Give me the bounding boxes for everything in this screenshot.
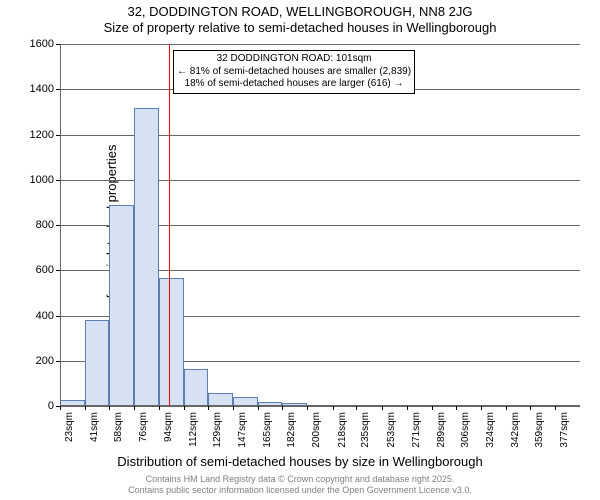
gridline	[60, 44, 580, 45]
x-tick-mark	[481, 406, 482, 410]
x-tick-mark	[282, 406, 283, 410]
chart-title: 32, DODDINGTON ROAD, WELLINGBOROUGH, NN8…	[0, 4, 600, 35]
x-tick-label: 235sqm	[360, 412, 371, 448]
y-tick-label: 200	[0, 355, 54, 367]
x-tick-label: 342sqm	[510, 412, 521, 448]
x-tick-label: 377sqm	[559, 412, 570, 448]
x-tick-label: 94sqm	[163, 412, 174, 442]
x-tick-mark	[233, 406, 234, 410]
x-tick-label: 23sqm	[64, 412, 75, 442]
annotation-line2: ← 81% of semi-detached houses are smalle…	[177, 66, 411, 79]
y-tick-label: 1400	[0, 83, 54, 95]
x-tick-mark	[356, 406, 357, 410]
y-tick-label: 1200	[0, 129, 54, 141]
chart-title-line1: 32, DODDINGTON ROAD, WELLINGBOROUGH, NN8…	[0, 4, 600, 20]
annotation-box: 32 DODDINGTON ROAD: 101sqm ← 81% of semi…	[173, 50, 415, 94]
x-tick-mark	[258, 406, 259, 410]
x-tick-label: 112sqm	[188, 412, 199, 447]
x-tick-mark	[555, 406, 556, 410]
x-tick-mark	[85, 406, 86, 410]
x-tick-label: 253sqm	[386, 412, 397, 448]
x-tick-label: 129sqm	[212, 412, 223, 448]
x-tick-label: 200sqm	[311, 412, 322, 448]
y-tick-label: 0	[0, 400, 54, 412]
x-tick-mark	[432, 406, 433, 410]
histogram-bar	[109, 205, 134, 406]
x-tick-mark	[456, 406, 457, 410]
histogram-bar	[184, 369, 208, 406]
histogram-bar	[85, 320, 109, 406]
x-tick-label: 271sqm	[411, 412, 422, 448]
y-tick-label: 1000	[0, 174, 54, 186]
x-tick-label: 218sqm	[337, 412, 348, 448]
x-tick-label: 76sqm	[138, 412, 149, 442]
footer-line1: Contains HM Land Registry data © Crown c…	[0, 474, 600, 485]
annotation-line3: 18% of semi-detached houses are larger (…	[177, 78, 411, 91]
x-tick-mark	[60, 406, 61, 410]
gridline	[60, 406, 580, 407]
footer-credits: Contains HM Land Registry data © Crown c…	[0, 474, 600, 496]
x-tick-mark	[407, 406, 408, 410]
footer-line2: Contains public sector information licen…	[0, 485, 600, 496]
x-tick-label: 41sqm	[89, 412, 100, 442]
x-axis-line	[60, 405, 580, 406]
chart-figure: 32, DODDINGTON ROAD, WELLINGBOROUGH, NN8…	[0, 0, 600, 500]
x-tick-label: 165sqm	[262, 412, 273, 448]
y-axis-line	[60, 44, 61, 406]
x-tick-label: 182sqm	[286, 412, 297, 448]
x-tick-mark	[530, 406, 531, 410]
x-tick-mark	[333, 406, 334, 410]
x-tick-label: 306sqm	[460, 412, 471, 448]
x-tick-mark	[506, 406, 507, 410]
x-tick-mark	[382, 406, 383, 410]
x-tick-mark	[184, 406, 185, 410]
x-tick-label: 147sqm	[237, 412, 248, 448]
x-tick-label: 359sqm	[534, 412, 545, 448]
x-tick-mark	[208, 406, 209, 410]
y-tick-label: 600	[0, 264, 54, 276]
x-tick-mark	[307, 406, 308, 410]
x-tick-label: 289sqm	[436, 412, 447, 448]
histogram-bar	[159, 278, 184, 406]
y-tick-label: 800	[0, 219, 54, 231]
x-tick-mark	[109, 406, 110, 410]
y-tick-label: 400	[0, 310, 54, 322]
x-tick-mark	[134, 406, 135, 410]
chart-title-line2: Size of property relative to semi-detach…	[0, 20, 600, 36]
histogram-bar	[134, 108, 159, 406]
plot-area	[60, 44, 580, 406]
x-tick-label: 58sqm	[113, 412, 124, 442]
x-tick-label: 324sqm	[485, 412, 496, 448]
annotation-line1: 32 DODDINGTON ROAD: 101sqm	[177, 53, 411, 66]
x-axis-label: Distribution of semi-detached houses by …	[0, 454, 600, 469]
property-marker-line	[169, 44, 170, 406]
y-tick-label: 1600	[0, 38, 54, 50]
x-tick-mark	[159, 406, 160, 410]
